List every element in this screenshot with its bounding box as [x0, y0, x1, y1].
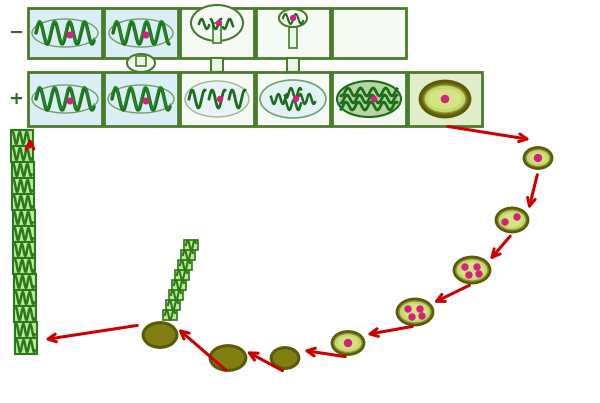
- Ellipse shape: [338, 337, 358, 349]
- Ellipse shape: [498, 210, 526, 230]
- Bar: [175, 270, 189, 280]
- Bar: [408, 72, 482, 126]
- Circle shape: [419, 313, 425, 319]
- Circle shape: [67, 98, 73, 104]
- Ellipse shape: [403, 304, 427, 320]
- Ellipse shape: [526, 150, 550, 166]
- Bar: [11, 162, 34, 178]
- Ellipse shape: [32, 19, 98, 47]
- Bar: [163, 310, 177, 320]
- Ellipse shape: [108, 85, 174, 113]
- Ellipse shape: [191, 5, 243, 41]
- Circle shape: [417, 306, 423, 312]
- Bar: [13, 258, 35, 274]
- Bar: [213, 23, 221, 43]
- Bar: [13, 210, 35, 226]
- Ellipse shape: [279, 9, 307, 27]
- Bar: [28, 8, 102, 58]
- Ellipse shape: [334, 334, 362, 353]
- Bar: [211, 58, 223, 72]
- Ellipse shape: [109, 19, 173, 47]
- Ellipse shape: [273, 349, 297, 366]
- Bar: [15, 338, 37, 354]
- Circle shape: [218, 96, 223, 102]
- Ellipse shape: [212, 347, 244, 368]
- Bar: [12, 194, 34, 210]
- Ellipse shape: [271, 347, 299, 368]
- Bar: [14, 274, 36, 290]
- Bar: [12, 178, 34, 194]
- Bar: [13, 242, 35, 258]
- Bar: [256, 72, 330, 126]
- Ellipse shape: [424, 85, 466, 113]
- Circle shape: [462, 264, 468, 270]
- Circle shape: [344, 339, 352, 347]
- Ellipse shape: [185, 81, 249, 117]
- Circle shape: [67, 32, 73, 38]
- Ellipse shape: [127, 54, 155, 72]
- Ellipse shape: [496, 208, 528, 232]
- Ellipse shape: [32, 85, 98, 113]
- Bar: [289, 23, 297, 48]
- Bar: [104, 72, 178, 126]
- Bar: [172, 280, 186, 290]
- Ellipse shape: [454, 257, 490, 283]
- Bar: [181, 250, 195, 260]
- Ellipse shape: [145, 324, 175, 345]
- Circle shape: [290, 15, 296, 21]
- Bar: [14, 322, 37, 338]
- Bar: [11, 130, 33, 146]
- Ellipse shape: [332, 332, 364, 355]
- Ellipse shape: [460, 262, 484, 278]
- Circle shape: [143, 98, 149, 104]
- Circle shape: [293, 96, 299, 102]
- Bar: [13, 226, 35, 242]
- Bar: [184, 240, 198, 250]
- Ellipse shape: [143, 322, 177, 347]
- Ellipse shape: [502, 213, 522, 227]
- Circle shape: [466, 272, 472, 278]
- Circle shape: [143, 32, 149, 38]
- Ellipse shape: [524, 147, 552, 168]
- Bar: [332, 72, 406, 126]
- Ellipse shape: [530, 152, 546, 164]
- Ellipse shape: [399, 301, 431, 323]
- Bar: [287, 58, 299, 72]
- Circle shape: [474, 264, 480, 270]
- Bar: [256, 8, 330, 58]
- Bar: [180, 72, 254, 126]
- Text: −: −: [8, 24, 23, 42]
- Circle shape: [442, 96, 449, 102]
- Circle shape: [476, 271, 482, 277]
- Circle shape: [535, 154, 542, 162]
- Circle shape: [514, 214, 520, 220]
- Circle shape: [405, 306, 411, 312]
- Ellipse shape: [210, 345, 246, 370]
- Bar: [169, 290, 183, 300]
- Ellipse shape: [420, 81, 470, 117]
- Bar: [11, 146, 34, 162]
- Bar: [14, 306, 36, 322]
- Bar: [180, 8, 254, 58]
- Circle shape: [409, 314, 415, 320]
- Ellipse shape: [397, 299, 433, 325]
- Bar: [136, 56, 146, 66]
- Bar: [135, 58, 147, 72]
- Bar: [104, 8, 178, 58]
- Ellipse shape: [260, 80, 326, 118]
- Bar: [166, 300, 180, 310]
- Bar: [178, 260, 192, 270]
- Text: +: +: [8, 90, 23, 108]
- Bar: [28, 72, 102, 126]
- Circle shape: [217, 21, 221, 25]
- Circle shape: [502, 219, 508, 225]
- Bar: [14, 290, 36, 306]
- Ellipse shape: [428, 89, 462, 109]
- Ellipse shape: [456, 259, 488, 281]
- Circle shape: [371, 96, 377, 102]
- Bar: [332, 8, 406, 58]
- Ellipse shape: [337, 81, 401, 117]
